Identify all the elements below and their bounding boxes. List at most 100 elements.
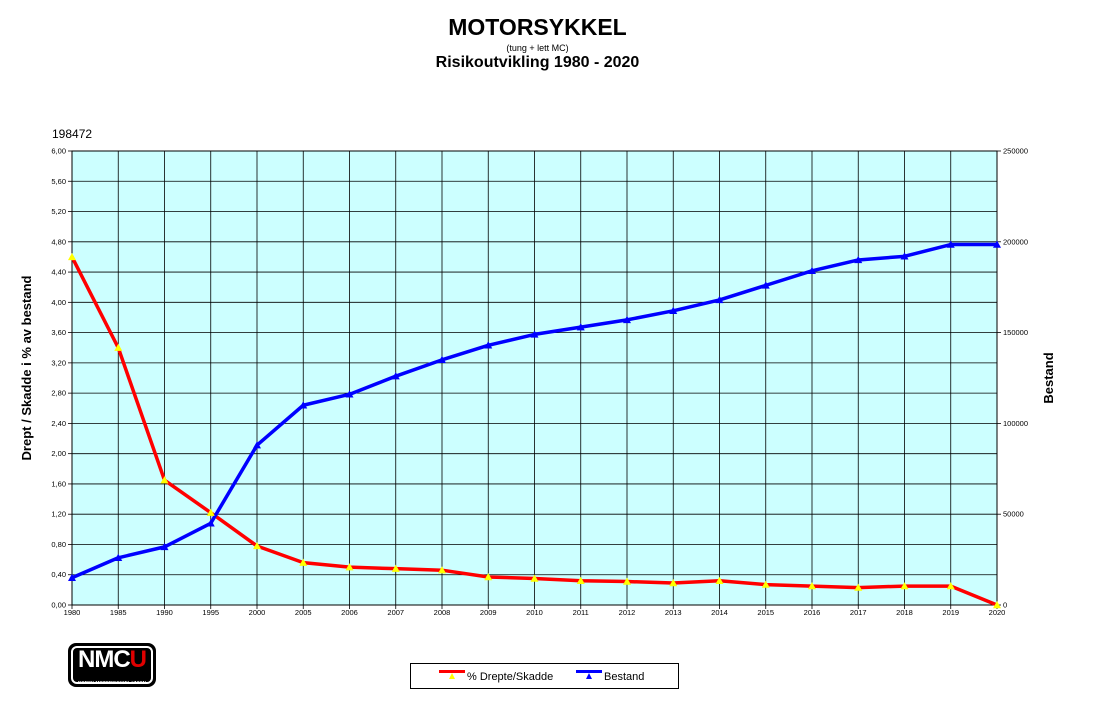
data-point-bestand (206, 519, 215, 527)
data-point-drepte (576, 576, 585, 584)
data-point-drepte (114, 343, 123, 351)
data-point-bestand (946, 240, 955, 248)
data-point-drepte (715, 576, 724, 584)
data-point-drepte (391, 564, 400, 572)
y-tick-label: 1,20 (51, 510, 66, 519)
nmcu-logo: NMCU NORSK MOTORSYKKEL UNION (68, 643, 156, 687)
x-tick-label: 2017 (850, 608, 867, 617)
data-point-bestand (438, 355, 446, 364)
x-tick-label: 2008 (434, 608, 451, 617)
x-tick-label: 2010 (526, 608, 543, 617)
x-tick-label: 2011 (573, 608, 589, 617)
legend-label-bestand: Bestand (604, 671, 645, 683)
x-tick-label: 1995 (202, 608, 219, 617)
data-point-drepte (68, 252, 76, 261)
logo-border (71, 646, 153, 684)
data-point-bestand (345, 390, 354, 398)
data-point-drepte (206, 508, 215, 516)
y-tick-label: 5,60 (51, 177, 66, 186)
y-tick-label: 0,40 (51, 570, 66, 579)
data-point-drepte (993, 601, 1001, 609)
y2-tick-label: 250000 (1003, 147, 1028, 156)
chart-subtitle: (tung + lett MC) (506, 43, 569, 53)
y2-tick-label: 0 (1003, 601, 1007, 610)
x-tick-label: 2013 (665, 608, 682, 617)
x-tick-label: 2005 (295, 608, 312, 617)
y-tick-label: 0,00 (51, 601, 66, 610)
data-point-bestand (160, 542, 169, 551)
legend-line-drepte (439, 670, 465, 679)
y-tick-label: 2,40 (51, 419, 66, 428)
x-tick-label: 2019 (942, 608, 959, 617)
data-point-drepte (253, 541, 261, 550)
x-tick-label: 2000 (249, 608, 266, 617)
y2-axis-label: Bestand (1041, 352, 1056, 403)
y-tick-label: 3,20 (51, 358, 66, 367)
data-point-drepte (623, 577, 631, 585)
legend: % Drepte/Skadde Bestand (410, 663, 679, 689)
x-tick-label: 2018 (896, 608, 913, 617)
data-point-bestand (484, 341, 493, 349)
chart-title: MOTORSYKKEL (448, 14, 627, 40)
y-tick-label: 4,80 (51, 237, 66, 246)
data-point-bestand (623, 315, 631, 324)
x-tick-label: 2014 (711, 608, 728, 617)
data-point-drepte (345, 563, 354, 571)
data-point-bestand (68, 573, 76, 581)
data-point-bestand (391, 372, 400, 380)
x-tick-label: 1990 (156, 608, 173, 617)
data-point-bestand (854, 255, 863, 264)
data-point-drepte (160, 476, 169, 484)
y-tick-label: 6,00 (51, 147, 66, 156)
y-tick-label: 2,80 (51, 389, 66, 398)
y-tick-label: 4,00 (51, 298, 66, 307)
data-point-bestand (715, 295, 724, 304)
legend-marker-drepte (449, 673, 455, 679)
plot-border (71, 150, 998, 606)
x-tick-label: 2009 (480, 608, 497, 617)
data-point-drepte (669, 579, 678, 587)
data-point-bestand (299, 401, 308, 409)
data-point-drepte (484, 573, 493, 581)
data-point-drepte (438, 566, 446, 574)
x-tick-label: 2006 (341, 608, 358, 617)
x-tick-label: 2015 (757, 608, 774, 617)
data-point-drepte (854, 583, 863, 591)
logo-subtext: NORSK MOTORSYKKEL UNION (77, 680, 147, 685)
data-point-drepte (900, 582, 909, 590)
legend-marker-bestand (586, 673, 592, 679)
data-point-drepte (530, 574, 539, 582)
legend-label-drepte: % Drepte/Skadde (467, 671, 554, 683)
y-axis-label: Drept / Skadde i % av bestand (19, 275, 34, 460)
data-point-drepte (299, 558, 308, 566)
data-point-bestand (253, 441, 261, 449)
legend-line-bestand (576, 670, 602, 679)
data-point-bestand (761, 281, 770, 289)
data-point-drepte (761, 580, 770, 588)
x-tick-label: 1985 (110, 608, 127, 617)
y-tick-label: 4,40 (51, 268, 66, 277)
x-tick-label: 1980 (64, 608, 81, 617)
y2-tick-label: 50000 (1003, 510, 1024, 519)
x-tick-label: 2016 (804, 608, 821, 617)
y-tick-label: 2,00 (51, 449, 66, 458)
x-tick-label: 2020 (989, 608, 1006, 617)
data-point-drepte (946, 582, 955, 590)
y-tick-label: 5,20 (51, 207, 66, 216)
data-point-bestand (114, 553, 123, 561)
x-tick-label: 2007 (387, 608, 404, 617)
y-tick-label: 0,80 (51, 540, 66, 549)
data-point-drepte (808, 582, 816, 590)
data-point-bestand (669, 306, 678, 315)
data-point-bestand (530, 330, 539, 338)
data-point-bestand (993, 240, 1001, 248)
y-tick-label: 1,60 (51, 479, 66, 488)
logo-wordmark: NMCU (78, 646, 147, 673)
data-point-bestand (576, 323, 585, 331)
y2-tick-label: 150000 (1003, 328, 1028, 337)
data-point-bestand (808, 266, 816, 275)
y2-tick-label: 100000 (1003, 419, 1028, 428)
data-point-bestand (900, 252, 909, 260)
y-tick-label: 3,60 (51, 328, 66, 337)
